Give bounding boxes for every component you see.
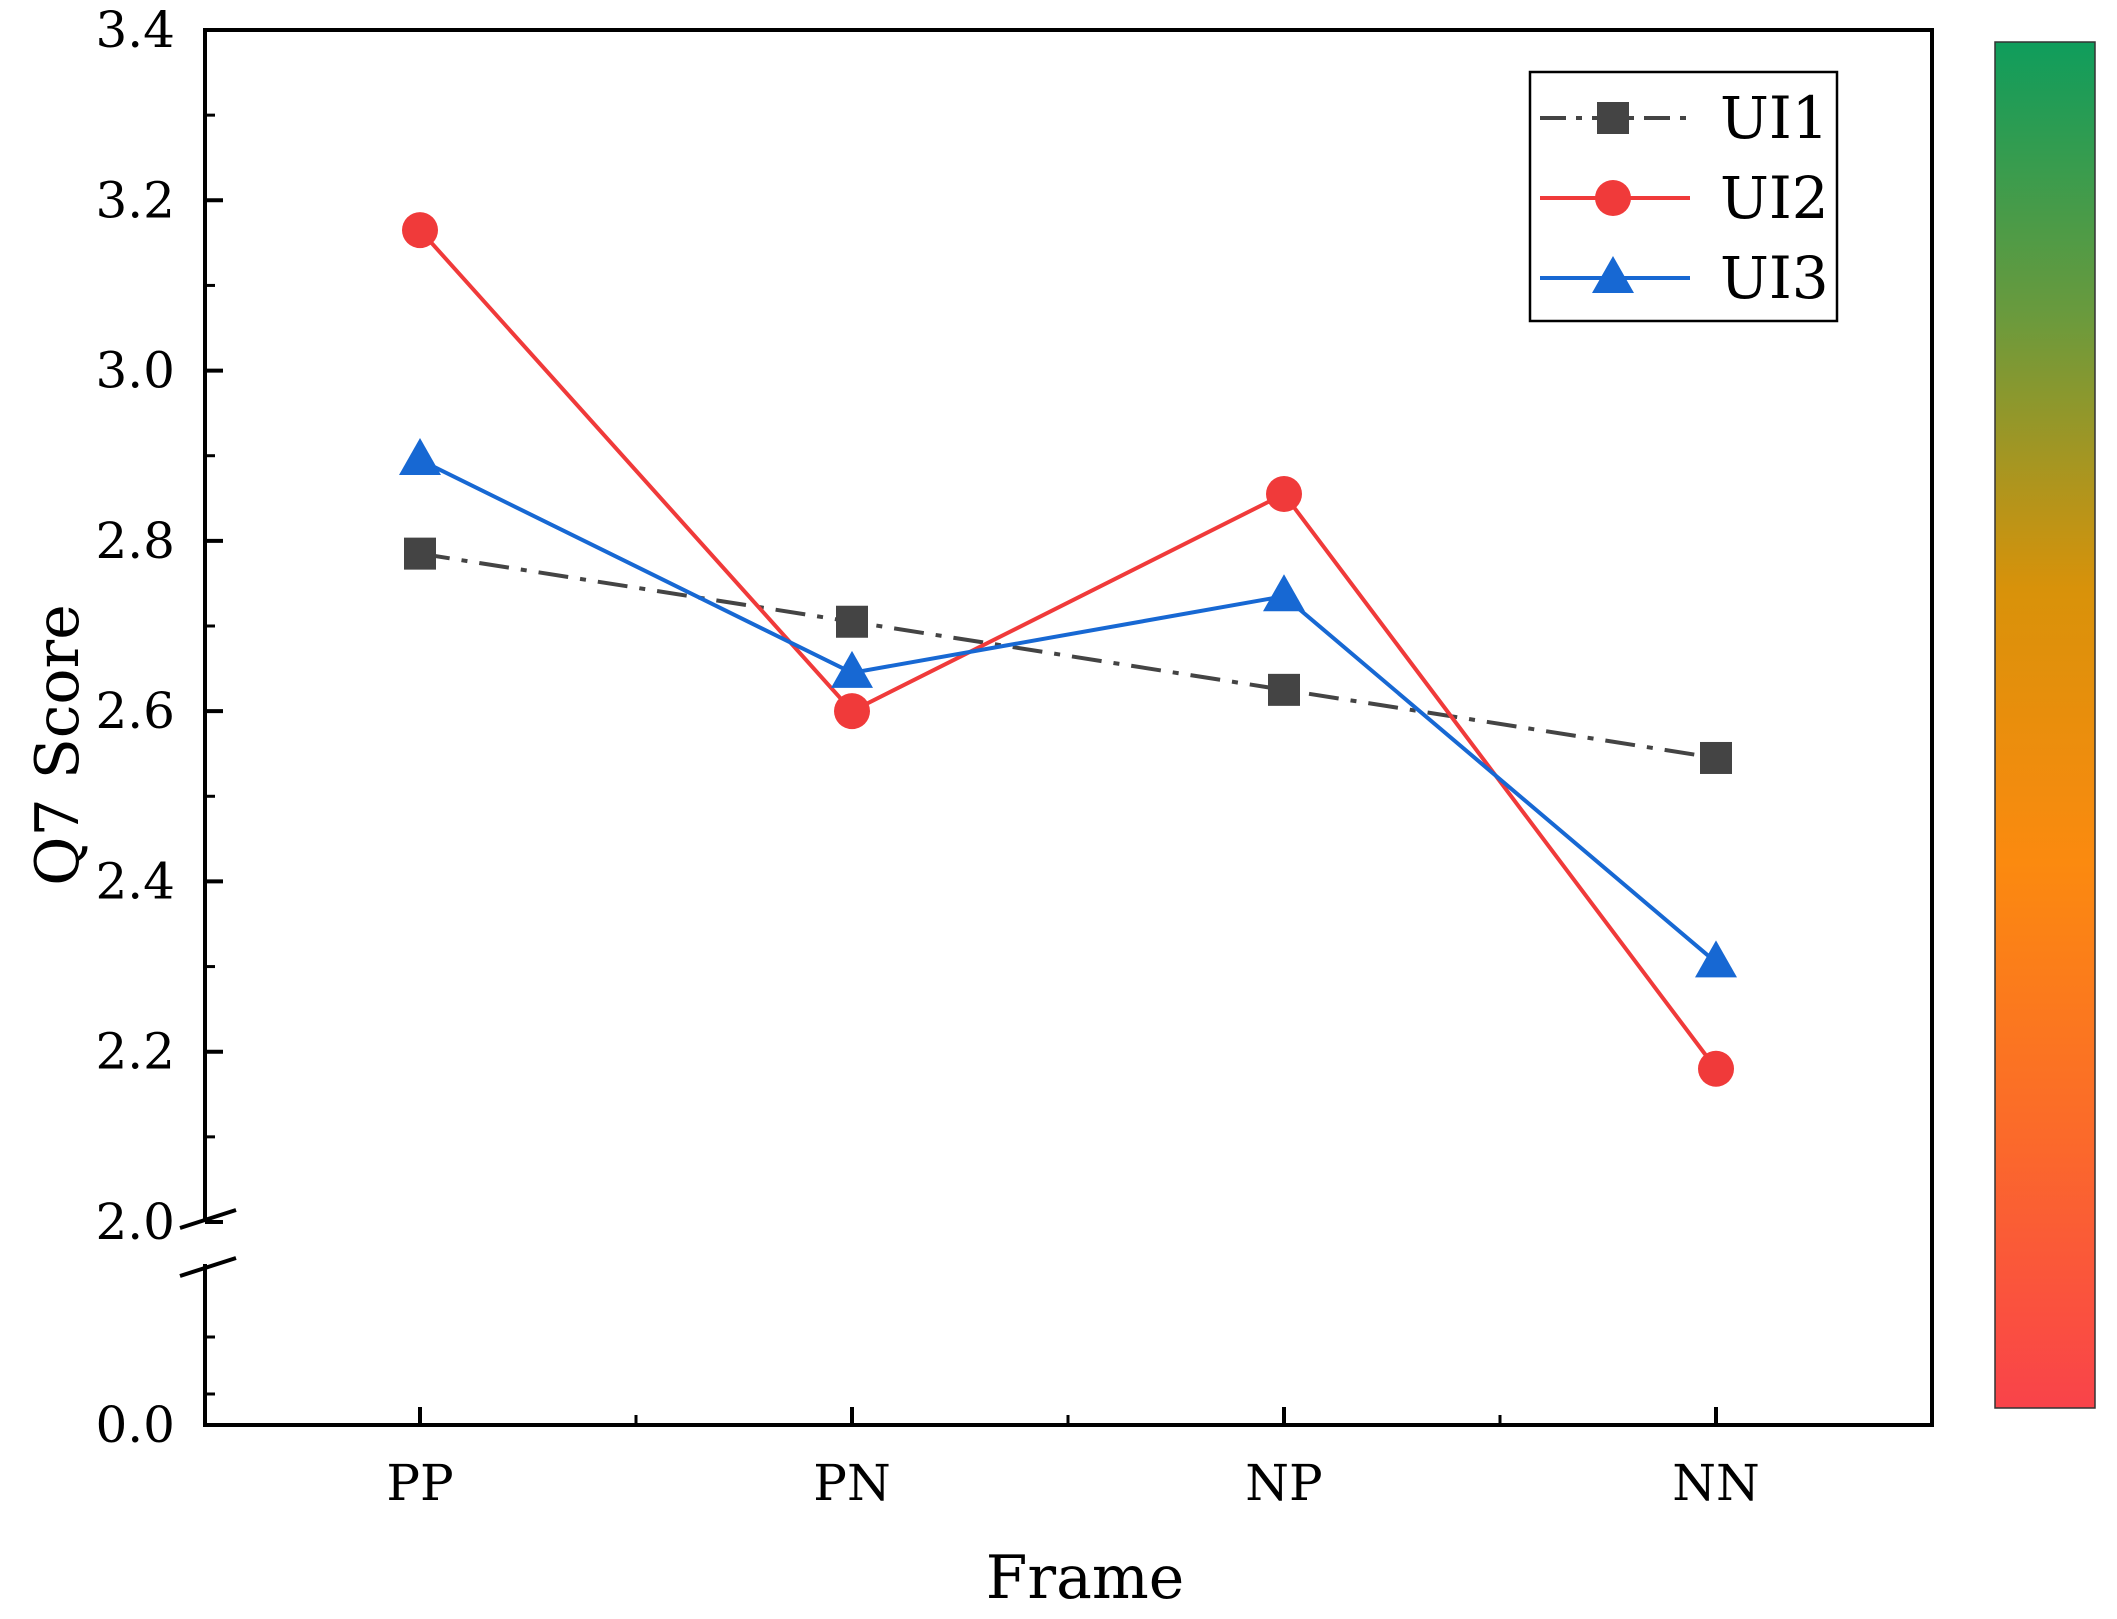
y-tick-label: 2.8 (95, 512, 175, 570)
legend-marker-ui3 (1592, 256, 1634, 293)
y-tick-label: 2.0 (95, 1193, 175, 1251)
axis-break-mark (179, 1208, 237, 1230)
y-tick-label: 3.4 (95, 1, 175, 59)
series-line-ui1 (419, 551, 1717, 760)
y-tick-label: 2.2 (95, 1023, 175, 1081)
legend-label-ui1: UI1 (1720, 84, 1829, 152)
x-tick-label: PP (386, 1454, 453, 1512)
y-tick-label: 3.0 (95, 342, 175, 400)
x-tick-label: NP (1245, 1454, 1322, 1512)
data-point-ui2 (834, 693, 870, 730)
axis-break-gap (193, 1222, 219, 1264)
y-tick-label: 0.0 (95, 1396, 175, 1454)
legend-label-ui3: UI3 (1720, 244, 1829, 312)
y-tick-label: 3.2 (95, 171, 175, 229)
legend-marker-ui1 (1597, 102, 1629, 134)
data-point-ui1 (1268, 673, 1300, 706)
x-tick-label: NN (1672, 1454, 1760, 1512)
series-line-ui3 (419, 458, 1718, 964)
axis-break-mark (179, 1256, 237, 1278)
data-point-ui2 (1698, 1050, 1734, 1087)
data-point-ui1 (1700, 741, 1732, 774)
y-tick-label: 2.4 (95, 852, 175, 910)
data-point-ui1 (836, 605, 868, 638)
x-axis-title: Frame (986, 1543, 1185, 1613)
data-point-ui3 (399, 437, 441, 475)
series-line-ui2 (418, 228, 1718, 1070)
data-point-ui3 (1695, 940, 1737, 978)
data-point-ui3 (1263, 574, 1305, 612)
data-point-ui2 (402, 212, 438, 249)
y-tick-label: 2.6 (95, 682, 175, 740)
data-point-ui1 (404, 537, 436, 570)
colorbar (1994, 41, 2096, 1409)
legend-label-ui2: UI2 (1720, 164, 1829, 232)
data-point-ui3 (831, 650, 873, 688)
y-axis-title: Q7 Score (23, 604, 93, 885)
data-point-ui2 (1266, 476, 1302, 513)
legend-marker-ui2 (1595, 180, 1631, 216)
x-tick-label: PN (813, 1454, 890, 1512)
